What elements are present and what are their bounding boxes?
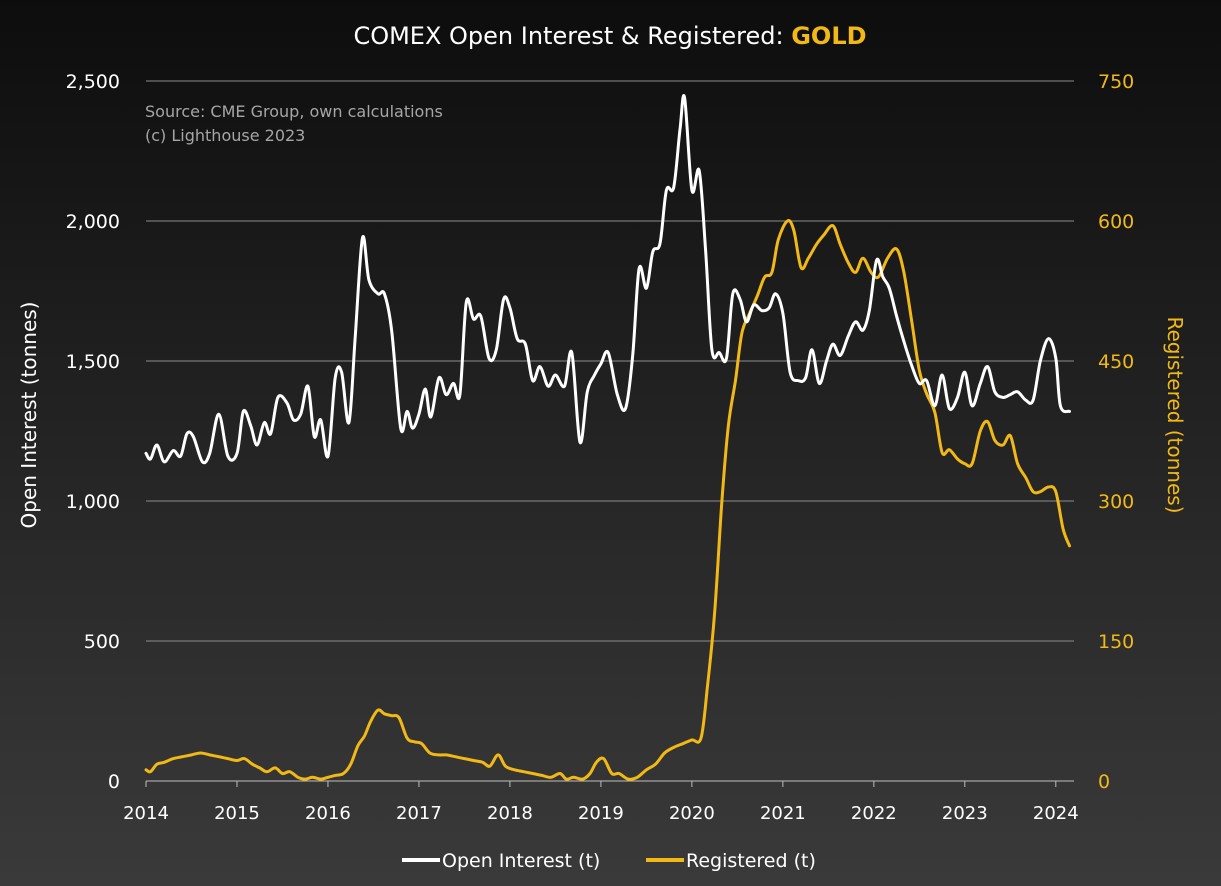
x-tick-label: 2019 xyxy=(578,803,624,824)
series-line-open-interest xyxy=(144,94,1071,465)
y-right-tick-label: 600 xyxy=(1098,211,1134,233)
y-left-tick-label: 0 xyxy=(108,771,120,793)
x-tick-label: 2022 xyxy=(851,803,897,824)
y-left-tick-label: 1,000 xyxy=(66,491,120,513)
legend: Open Interest (t) Registered (t) xyxy=(402,850,816,872)
legend-label-registered: Registered (t) xyxy=(686,850,816,872)
y-axis-left-title: Open Interest (tonnes) xyxy=(17,302,41,529)
x-tick-label: 2015 xyxy=(214,803,260,824)
x-tick-label: 2016 xyxy=(305,803,351,824)
y-right-tick-label: 750 xyxy=(1098,71,1134,93)
x-tick-label: 2018 xyxy=(487,803,533,824)
y-left-tick-label: 500 xyxy=(84,631,120,653)
y-right-tick-label: 300 xyxy=(1098,491,1134,513)
y-right-tick-label: 150 xyxy=(1098,631,1134,653)
series-lines xyxy=(144,94,1071,781)
x-tick-label: 2024 xyxy=(1033,803,1079,824)
chart-title-accent: GOLD xyxy=(791,22,866,50)
chart-title: COMEX Open Interest & Registered: GOLD xyxy=(353,22,866,50)
y-right-tick-label: 0 xyxy=(1098,771,1110,793)
y-right-tick-label: 450 xyxy=(1098,351,1134,373)
y-left-tick-label: 2,500 xyxy=(66,71,120,93)
source-note-line-1: Source: CME Group, own calculations xyxy=(145,102,443,121)
y-left-tick-label: 2,000 xyxy=(66,211,120,233)
source-note-line-2: (c) Lighthouse 2023 xyxy=(145,126,305,145)
legend-label-open-interest: Open Interest (t) xyxy=(442,850,600,872)
y-axis-right-title: Registered (tonnes) xyxy=(1163,316,1187,513)
gridlines xyxy=(145,80,1074,787)
x-tick-label: 2020 xyxy=(669,803,715,824)
series-line-registered xyxy=(144,219,1071,781)
tick-labels: 0 0 500 150 1,000 300 1,500 450 2,000 600 2,500 750… xyxy=(66,71,1135,824)
x-tick-label: 2023 xyxy=(942,803,988,824)
y-left-tick-label: 1,500 xyxy=(66,351,120,373)
x-tick-label: 2017 xyxy=(396,803,442,824)
x-tick-label: 2021 xyxy=(760,803,806,824)
x-tick-label: 2014 xyxy=(123,803,169,824)
chart-title-main: COMEX Open Interest & Registered: xyxy=(353,22,791,50)
